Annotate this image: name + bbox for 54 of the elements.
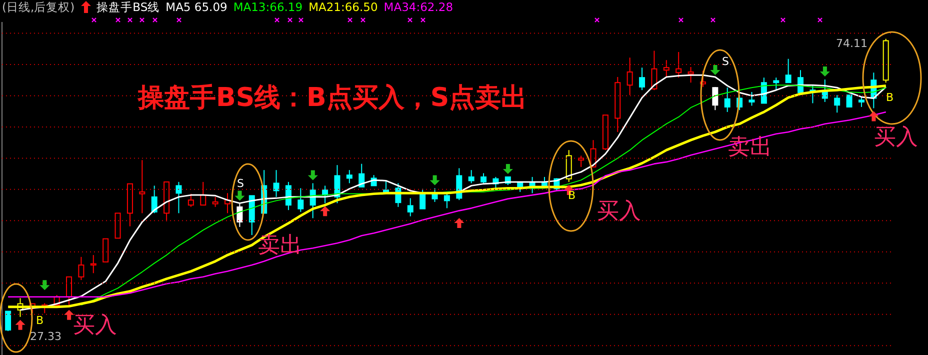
annotation: 买入 (73, 313, 117, 338)
candlestick (5, 310, 12, 332)
annotation: 卖出 (728, 135, 772, 160)
candlestick (748, 91, 755, 106)
candlestick (420, 188, 426, 210)
annotation: S (722, 55, 729, 68)
candlestick (663, 60, 670, 78)
candlestick (651, 50, 658, 91)
chart-title: (日线,后复权) (2, 0, 75, 14)
annotation: 卖出 (258, 233, 302, 258)
candlestick (90, 254, 96, 274)
candlestick (298, 188, 304, 212)
candlestick (688, 66, 694, 84)
candlestick (78, 256, 84, 281)
candlestick (236, 203, 243, 228)
annotation: S (237, 177, 244, 190)
candlestick (773, 77, 780, 91)
candlestick (66, 276, 72, 308)
chart-subtitle: 操盘手BS线 (96, 0, 160, 14)
annotation: 操盘手BS线：B点买入，S点卖出 (138, 83, 528, 113)
candlestick (151, 185, 158, 214)
candlestick (273, 170, 280, 198)
candlestick (785, 58, 792, 84)
annotation: B (36, 314, 44, 328)
annotation: 27.33 (30, 330, 62, 344)
candlestick (334, 164, 340, 204)
candlestick (444, 192, 450, 209)
candlestick (846, 94, 852, 108)
candlestick (834, 94, 840, 114)
candlestick (188, 193, 194, 208)
annotation: 买入 (597, 199, 641, 224)
candlestick (676, 51, 682, 78)
candlestick (212, 196, 218, 208)
candlestick (724, 87, 730, 112)
candlestick (102, 238, 109, 262)
candlestick (566, 150, 572, 182)
candlestick (468, 170, 474, 184)
candlestick (346, 170, 352, 184)
text: MA34:62.28 (384, 0, 454, 14)
text: MA21:66.50 (308, 0, 378, 14)
annotation: 买入 (874, 125, 918, 150)
candlestick (176, 181, 182, 214)
candlestick (626, 57, 633, 96)
annotation: 74.11 (836, 37, 868, 50)
candlestick (480, 172, 487, 184)
annotation: B (886, 91, 894, 104)
candlestick (139, 160, 146, 214)
candlestick (858, 96, 864, 108)
candlestick (639, 67, 646, 91)
text: MA13:66.19 (233, 0, 303, 14)
candlestick (407, 198, 414, 217)
candlestick (578, 155, 584, 168)
annotation: B (568, 189, 576, 202)
text: MA5 65.09 (166, 0, 228, 14)
